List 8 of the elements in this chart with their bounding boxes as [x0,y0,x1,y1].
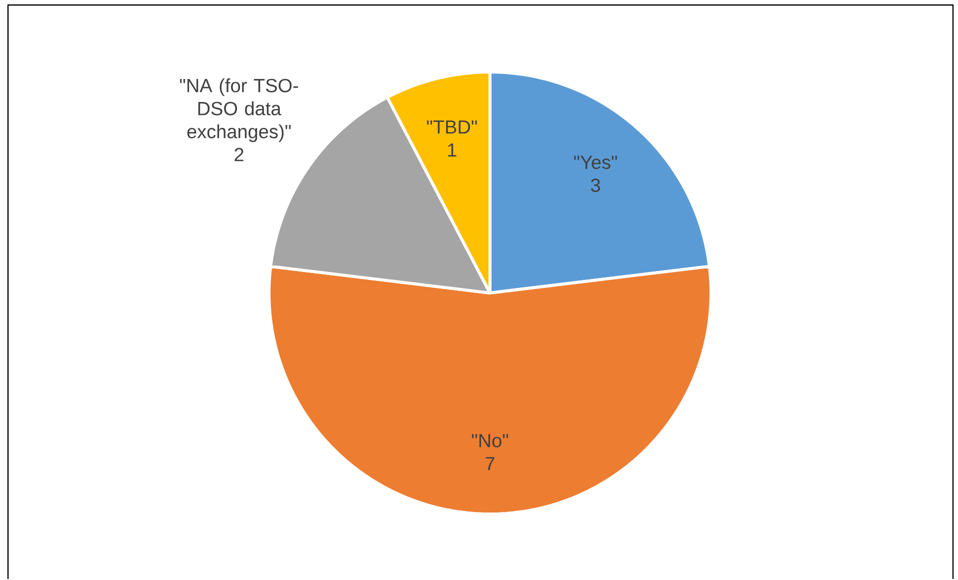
data-label: 3 [590,178,600,192]
slice-label: "NA (for TSO-DSO data exchanges)" [180,78,298,142]
data-label: 7 [486,457,494,470]
data-label: 1 [448,144,456,157]
data-label: 2 [234,148,244,162]
slice-label: "TBD" [426,120,477,134]
slice-label: "No" [472,434,508,448]
slice-label: "Yes" [574,156,617,170]
